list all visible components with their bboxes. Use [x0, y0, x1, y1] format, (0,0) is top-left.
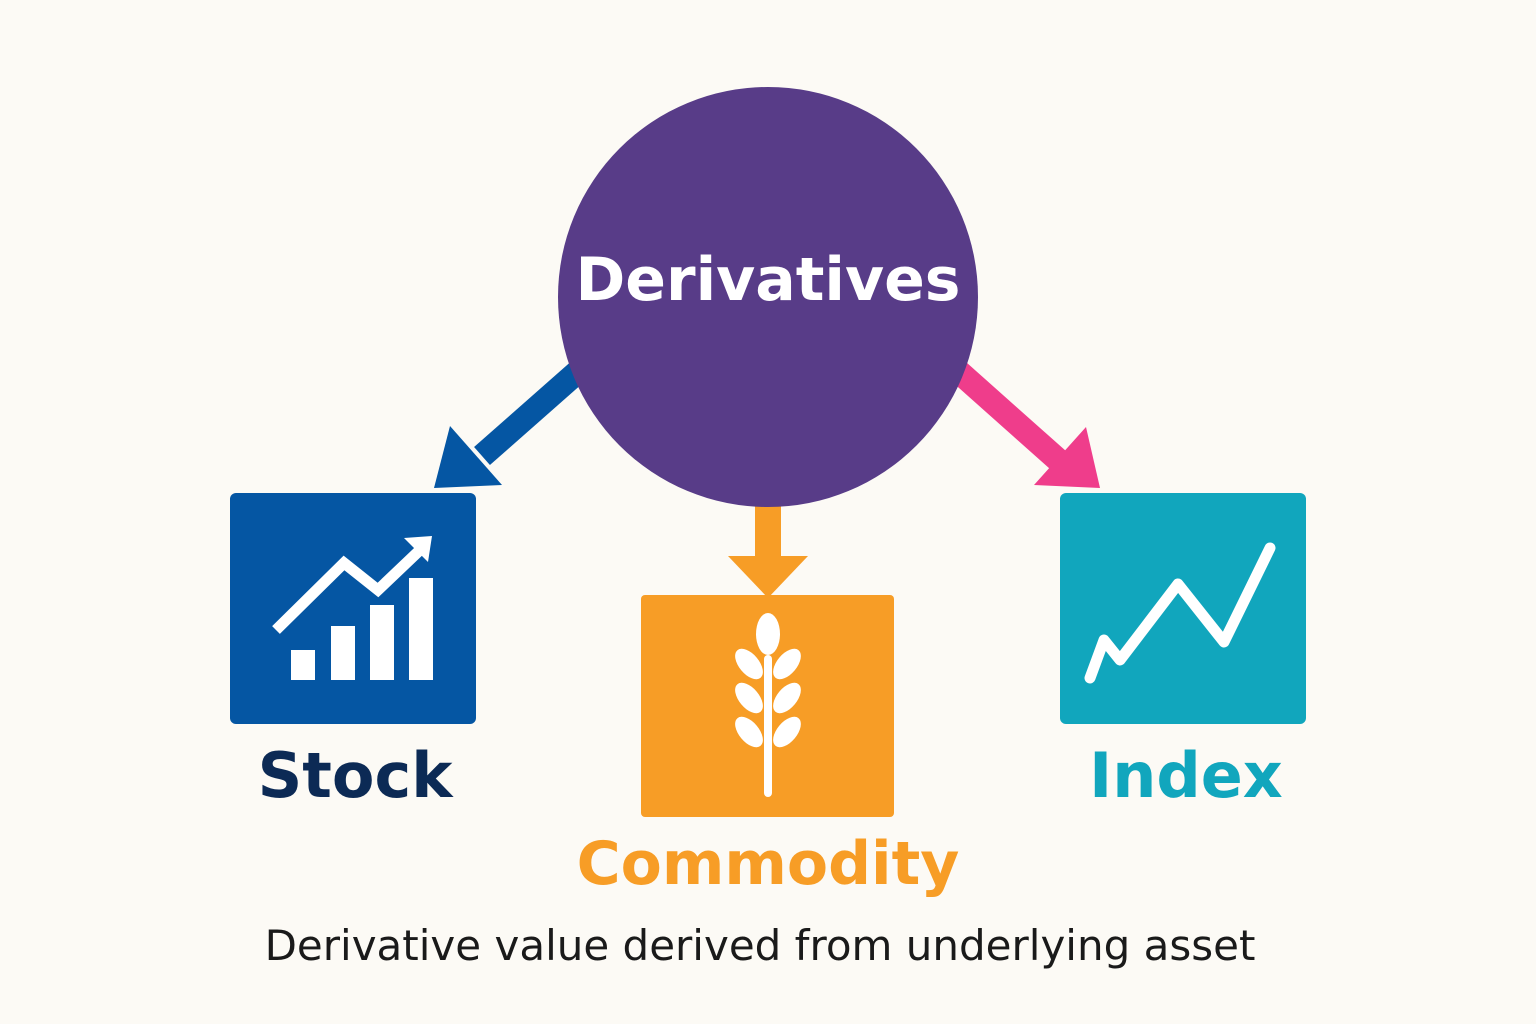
arrow-to-commodity-head: [728, 556, 808, 598]
stock-box: [230, 493, 476, 724]
stock-bar-chart-icon: [272, 536, 433, 680]
commodity-label: Commodity: [577, 829, 960, 899]
center-node: Derivatives: [558, 87, 978, 507]
index-label: Index: [1089, 739, 1283, 812]
derivatives-circle: [558, 87, 978, 507]
arrow-to-stock-head: [434, 426, 502, 488]
index-node: Index: [1060, 493, 1306, 812]
stock-label: Stock: [258, 739, 455, 812]
commodity-node: Commodity: [577, 595, 960, 899]
stock-node: Stock: [230, 493, 476, 812]
wheat-icon: [735, 613, 801, 797]
index-box: [1060, 493, 1306, 724]
arrow-to-index: [932, 346, 1100, 488]
derivatives-label: Derivatives: [575, 245, 960, 315]
diagram-caption: Derivative value derived from underlying…: [265, 921, 1256, 970]
line-chart-icon: [1084, 542, 1276, 684]
arrow-to-index-head: [1034, 427, 1100, 488]
